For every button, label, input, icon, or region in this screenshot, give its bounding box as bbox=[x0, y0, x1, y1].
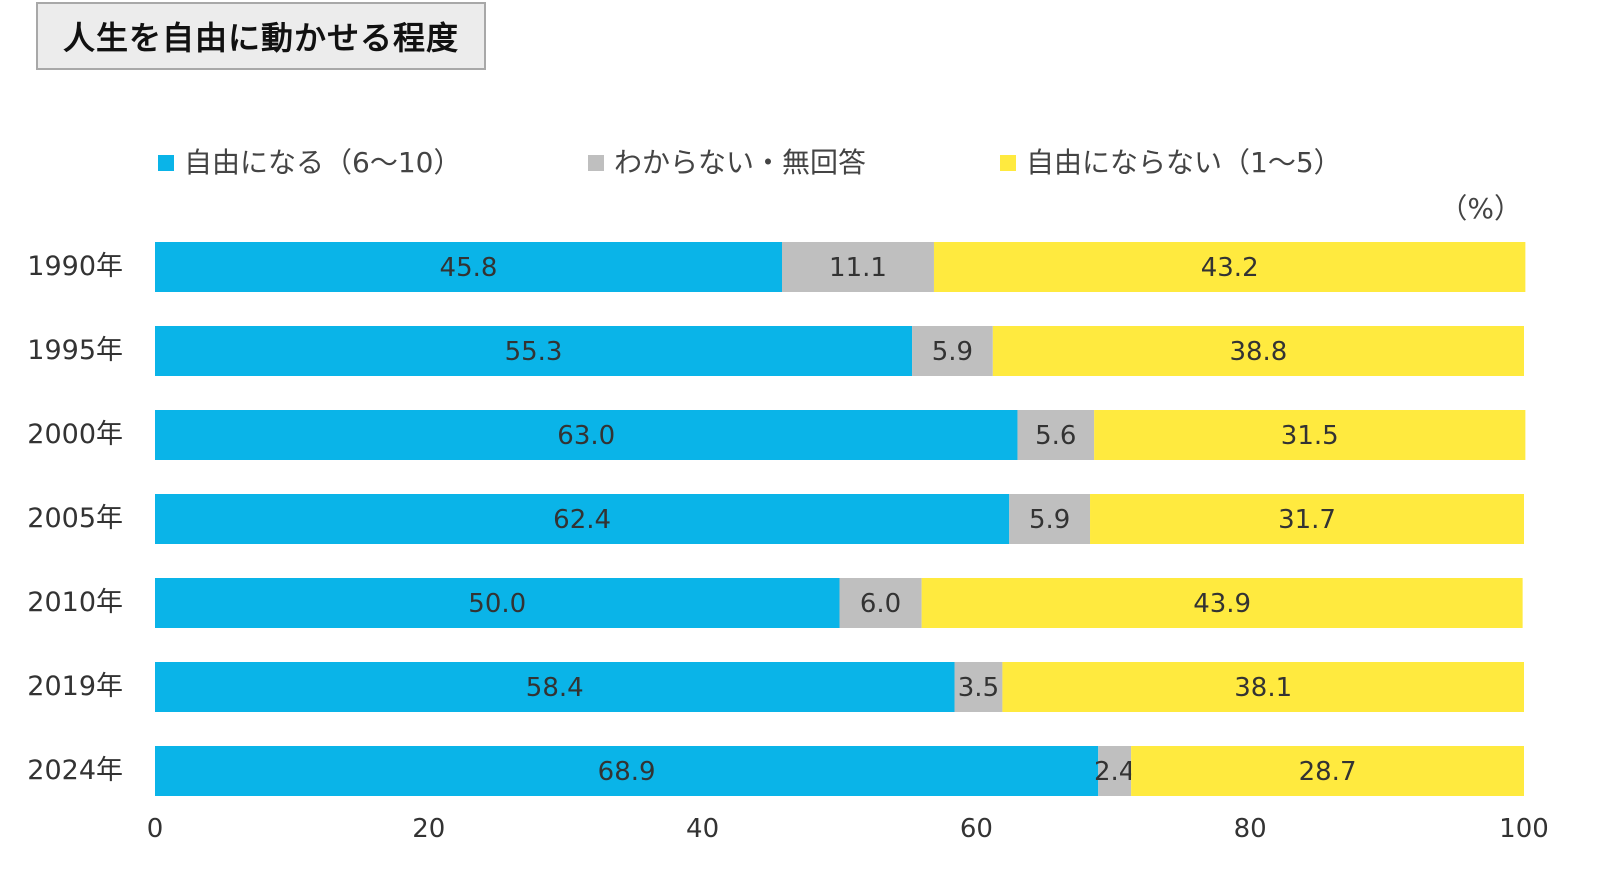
y-axis-labels: 1990年 1995年 2000年 2005年 2010年 2019年 2024年 bbox=[27, 251, 123, 786]
y-axis-label: 1995年 bbox=[27, 335, 123, 366]
x-axis-tick-label: 100 bbox=[1499, 814, 1549, 844]
data-label: 3.5 bbox=[958, 673, 999, 703]
legend-swatch-1 bbox=[588, 155, 604, 171]
data-label: 2.4 bbox=[1094, 757, 1135, 787]
data-label: 31.7 bbox=[1278, 505, 1336, 535]
x-axis-tick-label: 80 bbox=[1234, 814, 1267, 844]
data-label: 43.9 bbox=[1193, 589, 1251, 619]
data-label: 43.2 bbox=[1201, 253, 1259, 283]
bar-segment bbox=[933, 242, 1526, 292]
data-label: 38.8 bbox=[1229, 337, 1287, 367]
bar-segment bbox=[1094, 410, 1526, 460]
y-axis-label: 2024年 bbox=[27, 755, 123, 786]
data-label: 38.1 bbox=[1234, 673, 1292, 703]
data-label: 5.9 bbox=[932, 337, 973, 367]
bars: 45.8 11.1 43.2 55.3 5.9 38.8 63.0 5.6 31.5 62.4 5.… bbox=[155, 242, 1526, 796]
bar-segment bbox=[155, 578, 840, 628]
legend-swatch-2 bbox=[1000, 155, 1016, 171]
bar-segment bbox=[1131, 746, 1524, 796]
data-label: 55.3 bbox=[505, 337, 563, 367]
legend-swatch-0 bbox=[158, 155, 174, 171]
y-axis-label: 1990年 bbox=[27, 251, 123, 282]
bar-segment bbox=[1017, 410, 1095, 460]
legend-label-0: 自由になる（6〜10） bbox=[184, 146, 461, 179]
x-axis-tick-labels: 0 20 40 60 80 100 bbox=[147, 814, 1549, 844]
data-label: 45.8 bbox=[440, 253, 498, 283]
data-label: 63.0 bbox=[557, 421, 615, 451]
data-label: 58.4 bbox=[526, 673, 584, 703]
chart-title: 人生を自由に動かせる程度 bbox=[36, 2, 486, 70]
bar-segment bbox=[782, 242, 934, 292]
y-axis-label: 2005年 bbox=[27, 503, 123, 534]
unit-label: （%） bbox=[1439, 192, 1522, 225]
data-label: 28.7 bbox=[1299, 757, 1357, 787]
data-label: 62.4 bbox=[553, 505, 611, 535]
bar-segment bbox=[155, 662, 955, 712]
bar-segment bbox=[155, 326, 913, 376]
bar-segment bbox=[155, 242, 783, 292]
y-axis-label: 2000年 bbox=[27, 419, 123, 450]
x-axis-tick-label: 60 bbox=[960, 814, 993, 844]
data-label: 11.1 bbox=[829, 253, 887, 283]
bar-segment bbox=[155, 746, 1099, 796]
x-axis-tick-label: 40 bbox=[686, 814, 719, 844]
bar-segment bbox=[992, 326, 1524, 376]
bar-segment bbox=[921, 578, 1523, 628]
y-axis-label: 2010年 bbox=[27, 587, 123, 618]
legend-label-1: わからない・無回答 bbox=[614, 146, 866, 179]
bar-segment bbox=[1009, 494, 1091, 544]
bar-segment bbox=[1098, 746, 1132, 796]
data-label: 6.0 bbox=[860, 589, 901, 619]
bar-segment bbox=[839, 578, 922, 628]
data-label: 31.5 bbox=[1281, 421, 1339, 451]
bar-segment bbox=[155, 410, 1018, 460]
y-axis-label: 2019年 bbox=[27, 671, 123, 702]
data-label: 5.6 bbox=[1035, 421, 1076, 451]
data-label: 50.0 bbox=[468, 589, 526, 619]
bar-segment bbox=[954, 662, 1003, 712]
bar-segment bbox=[155, 494, 1010, 544]
legend-label-2: 自由にならない（1〜5） bbox=[1026, 146, 1342, 179]
data-label: 5.9 bbox=[1029, 505, 1070, 535]
bar-segment bbox=[1090, 494, 1524, 544]
data-label: 68.9 bbox=[598, 757, 656, 787]
x-axis-tick-label: 0 bbox=[147, 814, 164, 844]
x-axis-tick-label: 20 bbox=[412, 814, 445, 844]
bar-segment bbox=[1002, 662, 1524, 712]
bar-segment bbox=[912, 326, 993, 376]
legend: 自由になる（6〜10） わからない・無回答 自由にならない（1〜5） bbox=[158, 146, 1342, 179]
